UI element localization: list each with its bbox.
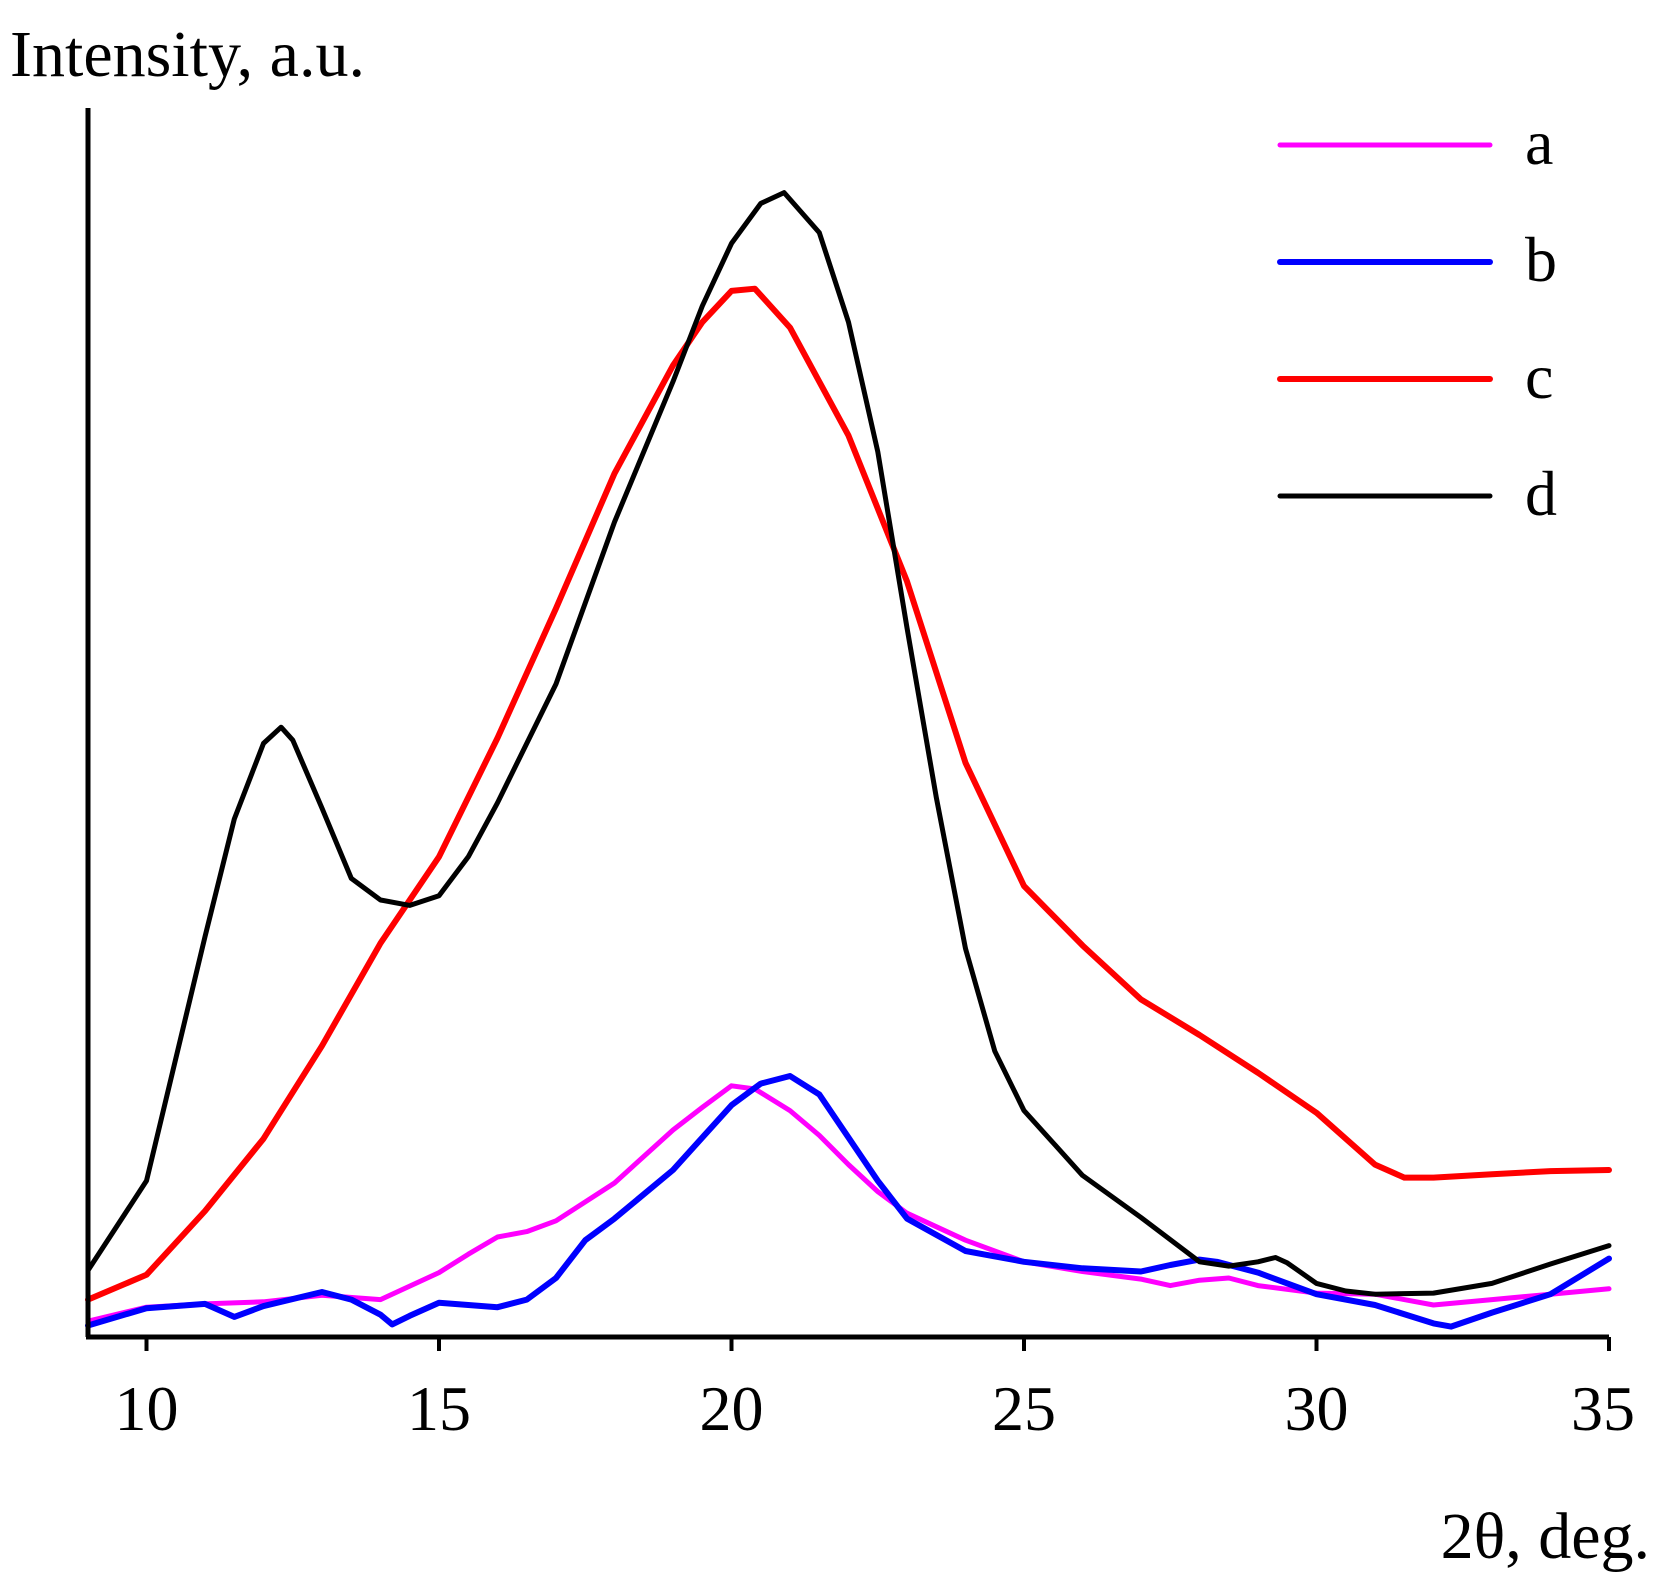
series-line-b	[85, 1073, 1612, 1330]
x-tick-layer: 10 15 20 25 30 35	[115, 1337, 1635, 1444]
legend-label-d: d	[1525, 458, 1557, 529]
x-tick-label-25: 25	[992, 1373, 1056, 1444]
y-axis-title: Intensity, a.u.	[10, 18, 365, 91]
series-line-d	[85, 190, 1612, 1297]
series-layer	[85, 190, 1612, 1330]
series-line-a	[85, 1083, 1612, 1324]
x-tick-label-20: 20	[700, 1373, 764, 1444]
legend-label-a: a	[1525, 107, 1553, 178]
x-tick-label-10: 10	[115, 1373, 179, 1444]
legend-label-b: b	[1525, 224, 1557, 295]
series-line-c	[85, 285, 1612, 1303]
x-axis-title: 2θ, deg.	[1441, 1500, 1650, 1573]
x-tick-label-30: 30	[1285, 1373, 1349, 1444]
x-tick-label-15: 15	[407, 1373, 471, 1444]
legend-label-c: c	[1525, 341, 1553, 412]
x-tick-label-35: 35	[1571, 1373, 1635, 1444]
